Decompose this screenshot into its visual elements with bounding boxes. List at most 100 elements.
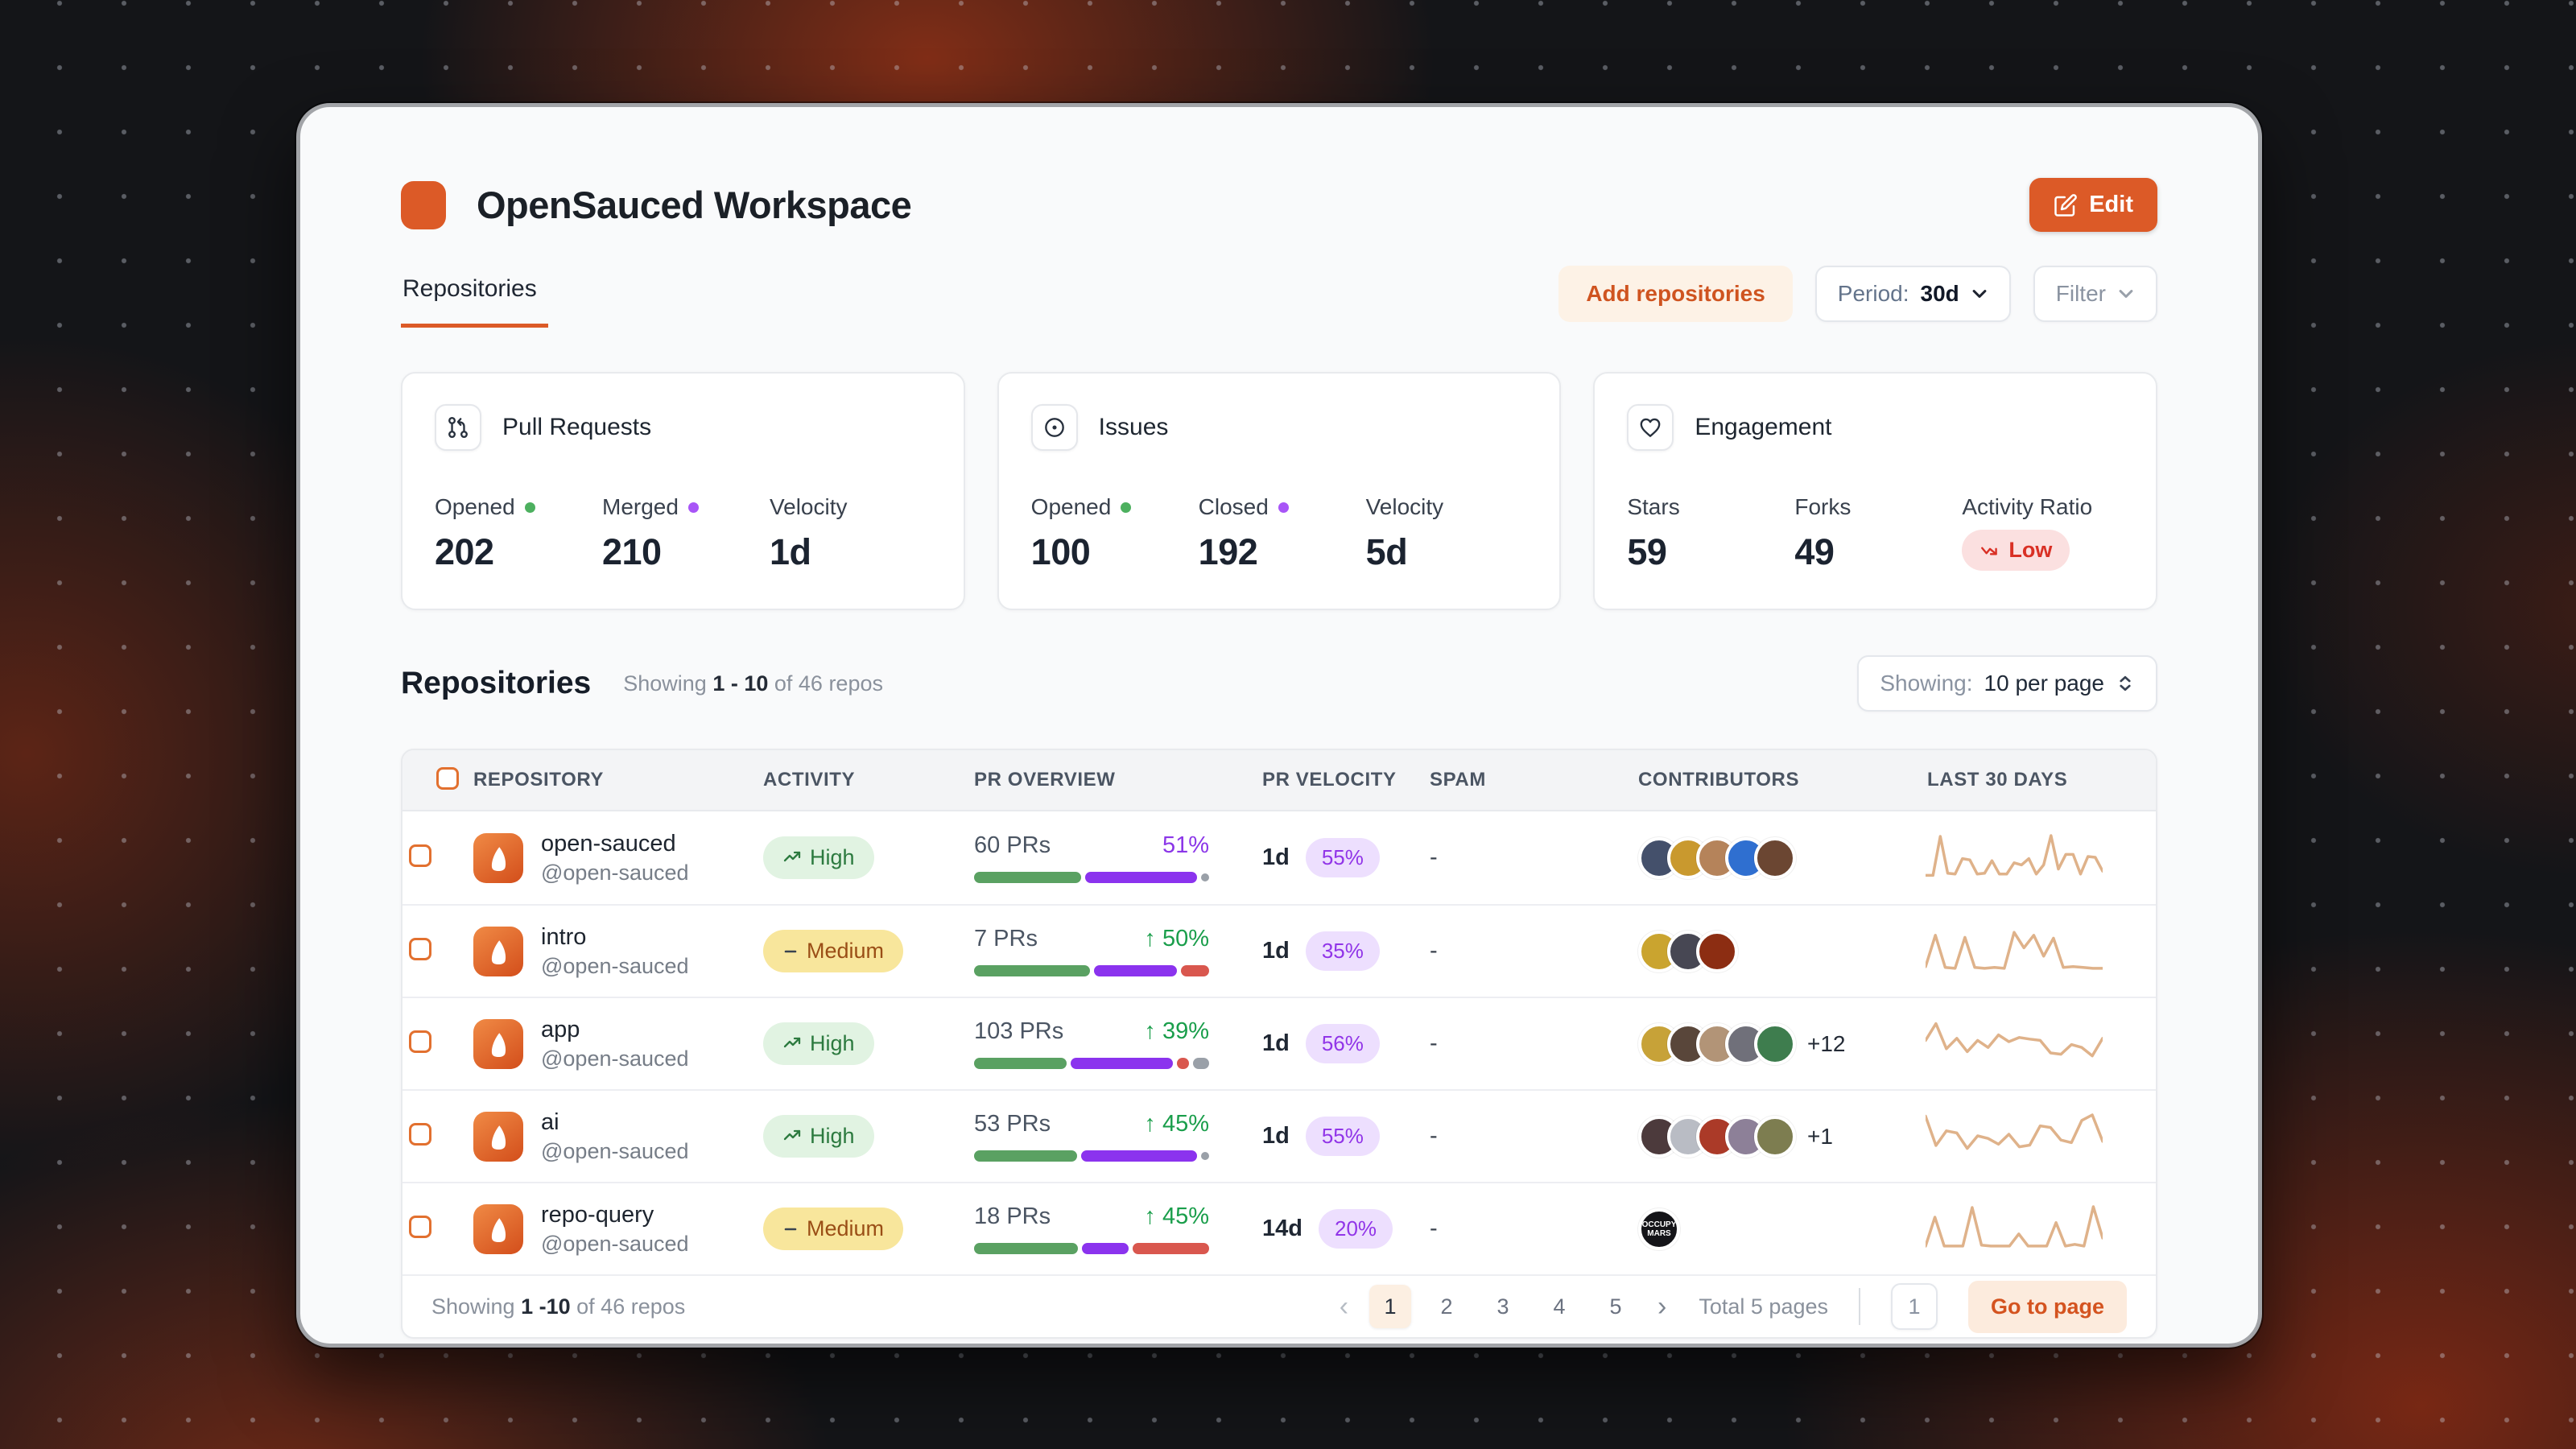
per-page-select[interactable]: Showing: 10 per page: [1857, 655, 2157, 712]
contributor-avatar[interactable]: [1754, 1022, 1796, 1065]
chevron-up-down-icon: [2116, 674, 2135, 693]
contributor-avatar[interactable]: [1754, 1115, 1796, 1158]
column-activity[interactable]: ACTIVITY: [763, 769, 856, 791]
period-label: Period:: [1837, 281, 1909, 306]
period-value: 30d: [1920, 281, 1959, 306]
table-row: repo-query @open-sauced Medium 18 PRs ↑ 45% 1…: [402, 1182, 2156, 1274]
row-checkbox[interactable]: [409, 844, 431, 867]
pr-change: ↑ 45%: [1144, 1203, 1209, 1229]
activity-badge: High: [763, 836, 874, 879]
column-contributors[interactable]: CONTRIBUTORS: [1638, 769, 1800, 791]
period-dropdown[interactable]: Period: 30d: [1814, 266, 2011, 322]
pr-change: 51%: [1162, 832, 1209, 858]
row-checkbox[interactable]: [409, 1030, 431, 1053]
stat-opened: Opened 100: [1031, 494, 1199, 573]
repo-name[interactable]: ai: [541, 1108, 559, 1135]
pr-velocity-percent: 35%: [1305, 931, 1380, 971]
bar-segment-green: [974, 1243, 1079, 1254]
repo-logo-icon: [473, 832, 523, 883]
next-page-icon[interactable]: ›: [1657, 1291, 1667, 1322]
bar-dot: [1201, 1152, 1209, 1160]
add-repositories-button[interactable]: Add repositories: [1558, 266, 1793, 322]
page-number-4[interactable]: 4: [1553, 1294, 1566, 1319]
pr-change: ↑ 50%: [1144, 926, 1209, 952]
table-row: open-sauced @open-sauced High 60 PRs 51% 1d 55…: [402, 811, 2156, 904]
row-checkbox[interactable]: [409, 1216, 431, 1238]
bar-segment-gray: [1192, 1058, 1209, 1069]
pr-overview-bar: [974, 872, 1209, 883]
go-to-page-button[interactable]: Go to page: [1968, 1280, 2127, 1333]
repo-name[interactable]: intro: [541, 923, 587, 950]
minus-icon: [782, 1221, 799, 1237]
engagement-card: Engagement Stars 59 Forks 49 Activity Ra…: [1593, 372, 2158, 610]
stat-forks: Forks 49: [1794, 494, 1852, 572]
repositories-section-header: Repositories Showing 1 - 10 of 46 repos …: [401, 655, 2157, 712]
bar-dot: [1201, 873, 1209, 881]
table-row: intro @open-sauced Medium 7 PRs ↑ 50% 1d 35% -: [402, 904, 2156, 997]
table-body: open-sauced @open-sauced High 60 PRs 51% 1d 55…: [402, 811, 2156, 1274]
pr-velocity-value: 1d: [1262, 1030, 1290, 1056]
pr-overview-bar: [974, 1150, 1209, 1162]
pr-velocity-percent: 55%: [1305, 1117, 1380, 1156]
section-title: Repositories: [401, 666, 592, 700]
pull-request-icon: [435, 404, 481, 451]
total-pages-label: Total 5 pages: [1699, 1294, 1828, 1319]
row-checkbox[interactable]: [409, 938, 431, 960]
contributor-avatar[interactable]: [1754, 836, 1796, 879]
pr-velocity-percent: 20%: [1318, 1209, 1393, 1249]
page-number-3[interactable]: 3: [1496, 1294, 1509, 1319]
stat-velocity: Velocity 5d: [1365, 494, 1444, 572]
contributors-list: +1: [1562, 1115, 1916, 1158]
pr-velocity-value: 1d: [1262, 1123, 1290, 1149]
contributors-list: +12: [1562, 1022, 1916, 1065]
activity-sparkline: [1916, 1111, 2156, 1162]
page-number-5[interactable]: 5: [1609, 1294, 1622, 1319]
workspace-logo: [401, 180, 446, 229]
tabs-row: Repositories Add repositories Period: 30…: [401, 266, 2157, 336]
chevron-down-icon: [1971, 285, 1988, 303]
row-checkbox[interactable]: [409, 1123, 431, 1146]
select-all-checkbox[interactable]: [436, 766, 459, 790]
previous-page-icon[interactable]: ‹: [1339, 1291, 1349, 1322]
spam-value: -: [1430, 1123, 1438, 1149]
green-dot: [524, 502, 535, 513]
pr-overview-bar: [974, 1058, 1209, 1069]
spam-value: -: [1430, 1216, 1438, 1241]
trending-up-icon: [782, 848, 802, 868]
bar-segment-green: [974, 872, 1082, 883]
page-number-2[interactable]: 2: [1440, 1294, 1453, 1319]
repo-name[interactable]: repo-query: [541, 1201, 654, 1228]
go-to-page-input[interactable]: [1891, 1283, 1938, 1330]
page-number-1[interactable]: 1: [1369, 1285, 1412, 1328]
bar-segment-purple: [1071, 1058, 1174, 1069]
column-pr-velocity[interactable]: PR VELOCITY: [1262, 769, 1397, 791]
contributor-avatar[interactable]: OCCUPY MARS: [1638, 1208, 1680, 1250]
filter-dropdown[interactable]: Filter: [2033, 266, 2157, 322]
repo-logo-icon: [473, 926, 523, 976]
contributor-avatar[interactable]: [1696, 930, 1738, 972]
pr-overview-bar: [974, 1243, 1209, 1254]
contributors-extra-count: +12: [1807, 1030, 1846, 1056]
repo-name[interactable]: open-sauced: [541, 830, 676, 857]
column-last-30-days[interactable]: LAST 30 DAYS: [1927, 769, 2068, 791]
tab-repositories[interactable]: Repositories: [401, 275, 548, 328]
per-page-label: Showing:: [1880, 671, 1973, 696]
contributors-extra-count: +1: [1807, 1123, 1833, 1149]
contributors-list: [1562, 930, 1916, 972]
toolbar: Add repositories Period: 30d Filter: [1558, 266, 2157, 336]
purple-dot: [1278, 502, 1289, 513]
column-pr-overview[interactable]: PR OVERVIEW: [974, 769, 1116, 791]
card-title: Pull Requests: [502, 414, 652, 440]
pr-count: 18 PRs: [974, 1203, 1051, 1229]
column-repository[interactable]: REPOSITORY: [473, 769, 605, 791]
edit-button[interactable]: Edit: [2029, 178, 2157, 232]
purple-dot: [687, 502, 699, 513]
pr-change: ↑ 39%: [1144, 1018, 1209, 1044]
repo-handle: @open-sauced: [541, 1231, 689, 1256]
stat-opened: Opened 202: [435, 494, 602, 573]
column-spam[interactable]: SPAM: [1430, 769, 1486, 791]
stat-velocity: Velocity 1d: [770, 494, 848, 572]
repo-name[interactable]: app: [541, 1016, 580, 1042]
table-header: REPOSITORY ACTIVITY PR OVERVIEW PR VELOC…: [402, 750, 2156, 811]
filter-label: Filter: [2055, 281, 2106, 306]
